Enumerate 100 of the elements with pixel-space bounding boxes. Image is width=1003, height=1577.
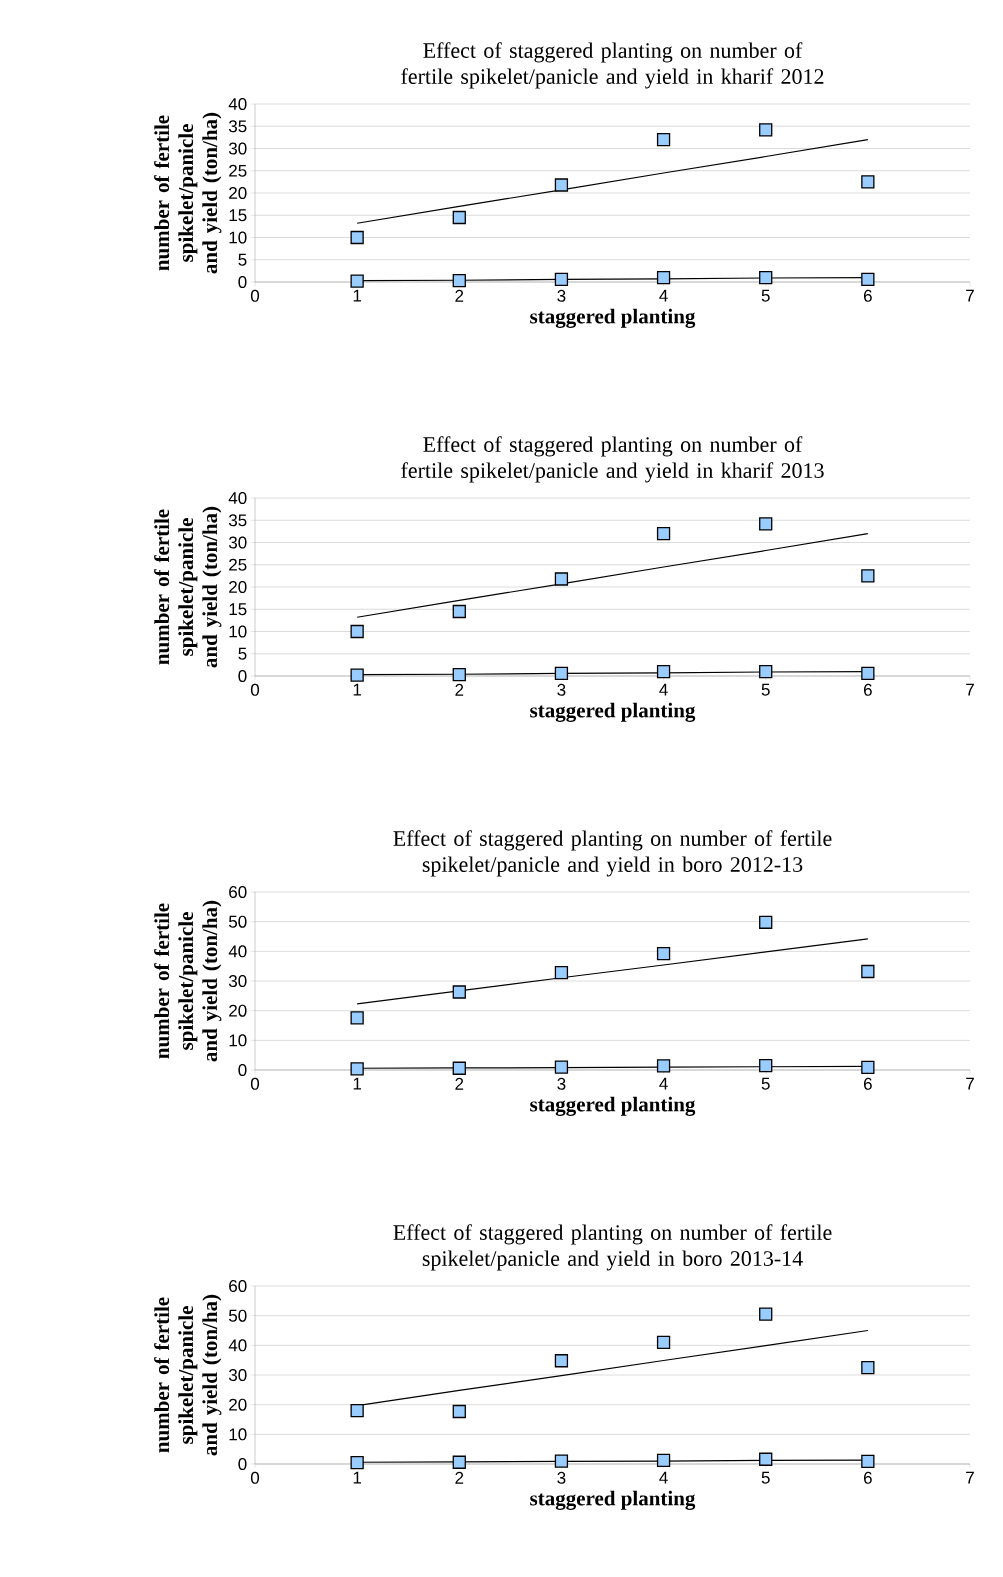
point: [861, 1060, 875, 1074]
point: [452, 1404, 466, 1419]
point: [656, 664, 671, 679]
x-tick-label: 2: [455, 289, 464, 302]
y-tick-label: 25: [229, 558, 247, 571]
y-tick-label: 30: [228, 536, 247, 549]
point: [861, 964, 875, 979]
x-tick-label: 5: [761, 289, 770, 302]
chart-title: Effect of staggered planting on number of fertile spikelet/panicle and yield in boro 2013-14: [393, 1224, 832, 1271]
point: [759, 270, 773, 285]
x-axis-title: staggered planting: [530, 308, 696, 328]
x-tick-label: 3: [557, 289, 566, 302]
y-axis-title: number of fertile spikelet/panicle and yield (ton/ha): [154, 506, 222, 668]
y-tick-label: 60: [229, 885, 247, 899]
point: [759, 915, 773, 929]
x-tick-label: 4: [659, 1471, 668, 1484]
point: [350, 1011, 364, 1025]
point: [452, 1455, 466, 1469]
point: [554, 1354, 569, 1368]
x-tick-label: 4: [659, 1077, 668, 1090]
point: [861, 272, 875, 286]
y-tick-label: 0: [238, 1063, 247, 1077]
y-tick-label: 10: [229, 625, 247, 638]
x-tick-label: 1: [353, 1471, 362, 1484]
x-tick-label: 0: [250, 1077, 260, 1090]
x-tick-label: 6: [863, 1077, 872, 1090]
point: [656, 1335, 671, 1350]
line-series: [356, 533, 869, 618]
y-tick-label: 35: [228, 514, 247, 527]
x-tick-label: 6: [863, 683, 872, 696]
point: [759, 664, 773, 679]
x-tick-label: 4: [659, 289, 668, 302]
point: [759, 517, 773, 531]
y-tick-label: 0: [238, 1457, 247, 1471]
y-tick-label: 40: [228, 945, 247, 958]
y-axis-title: number of fertile spikelet/panicle and yield (ton/ha): [154, 1294, 222, 1456]
x-tick-label: 6: [863, 1471, 872, 1484]
x-axis-title: staggered planting: [530, 1490, 696, 1510]
point: [656, 1453, 671, 1468]
point: [554, 666, 569, 680]
point: [861, 666, 875, 680]
point: [350, 624, 364, 639]
point: [861, 1360, 875, 1375]
y-tick-label: 35: [228, 120, 247, 133]
point: [350, 274, 364, 288]
point: [452, 210, 466, 225]
point: [759, 1058, 773, 1073]
y-tick-label: 5: [238, 253, 247, 266]
y-tick-label: 10: [229, 231, 247, 244]
x-axis-title: staggered planting: [530, 702, 696, 722]
point: [452, 1061, 466, 1075]
x-tick-label: 4: [659, 683, 668, 696]
point: [452, 604, 466, 619]
x-tick-label: 3: [557, 683, 566, 696]
y-tick-label: 50: [228, 1309, 247, 1322]
y-tick-label: 10: [229, 1428, 247, 1441]
x-tick-label: 0: [250, 683, 260, 696]
point: [554, 1454, 569, 1468]
x-tick-label: 3: [557, 1077, 566, 1090]
y-tick-label: 0: [238, 669, 247, 683]
point: [759, 123, 773, 137]
y-tick-label: 60: [229, 1279, 247, 1293]
y-tick-label: 10: [229, 1034, 247, 1047]
x-tick-label: 0: [250, 1471, 260, 1484]
chart-title: Effect of staggered planting on number of fertile spikelet/panicle and yield in kharif 2012: [401, 42, 824, 89]
point: [554, 272, 569, 286]
point: [861, 569, 875, 583]
y-tick-label: 20: [229, 580, 247, 594]
x-tick-label: 2: [455, 1077, 464, 1090]
point: [554, 966, 569, 980]
y-tick-label: 40: [228, 491, 247, 505]
y-tick-label: 50: [228, 915, 247, 928]
point: [861, 175, 875, 189]
y-tick-label: 30: [228, 142, 247, 155]
point: [350, 668, 364, 682]
point: [554, 572, 569, 586]
chart-title: Effect of staggered planting on number of fertile spikelet/panicle and yield in kharif 2013: [401, 436, 824, 483]
point: [656, 270, 671, 285]
x-tick-label: 3: [557, 1471, 566, 1484]
point: [656, 1059, 671, 1073]
y-tick-label: 20: [229, 186, 247, 200]
y-tick-label: 20: [229, 1398, 247, 1411]
point: [350, 230, 364, 245]
y-tick-label: 30: [228, 974, 247, 988]
x-tick-label: 7: [966, 1471, 974, 1484]
y-tick-label: 40: [228, 97, 247, 111]
x-tick-label: 2: [455, 1471, 464, 1484]
y-tick-label: 40: [228, 1339, 247, 1352]
y-tick-label: 15: [229, 603, 247, 616]
x-tick-label: 5: [761, 683, 770, 696]
x-tick-label: 1: [353, 1077, 362, 1090]
point: [452, 985, 466, 999]
point: [656, 526, 671, 541]
point: [759, 1307, 773, 1321]
x-tick-label: 5: [761, 1077, 770, 1090]
point: [861, 1454, 875, 1468]
point: [350, 1062, 364, 1076]
x-tick-label: 7: [966, 1077, 974, 1090]
y-tick-label: 30: [228, 1368, 247, 1382]
point: [656, 947, 671, 961]
